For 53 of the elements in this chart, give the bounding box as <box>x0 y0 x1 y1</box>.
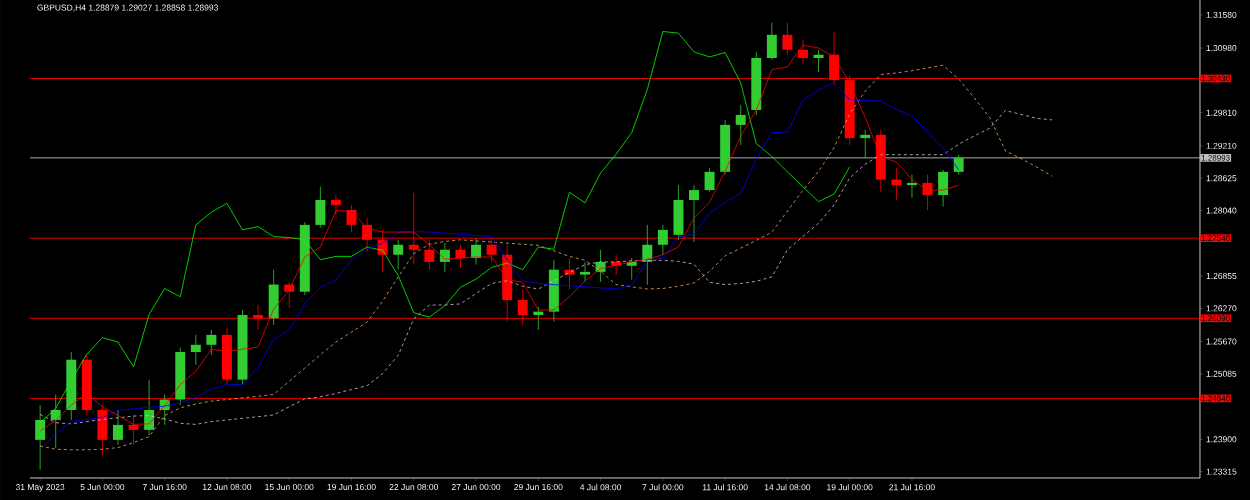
x-tick-label: 7 Jun 16:00 <box>142 484 187 491</box>
candlestick <box>906 174 917 199</box>
chart-title: GBPUSD,H4 1.28879 1.29027 1.28858 1.28993 <box>37 4 218 12</box>
y-tick-label: 1.31580 <box>1206 11 1237 18</box>
candlestick <box>860 129 871 159</box>
y-tick-label: 1.25670 <box>1206 338 1237 345</box>
candlestick <box>891 167 902 201</box>
x-tick-label: 22 Jun 08:00 <box>389 484 438 491</box>
x-tick-label: 19 Jul 00:00 <box>827 484 873 491</box>
candlestick <box>735 104 746 146</box>
candlestick <box>689 184 699 243</box>
ref-line-label: 1.26090 <box>1201 315 1230 322</box>
x-tick-label: 4 Jul 08:00 <box>579 484 622 491</box>
y-tick-label: 1.29810 <box>1206 109 1237 116</box>
candlestick <box>393 239 404 271</box>
x-tick-label: 12 Jun 08:00 <box>203 484 252 491</box>
y-tick-label: 1.26270 <box>1206 305 1237 312</box>
x-tick-label: 19 Jun 16:00 <box>327 484 376 491</box>
x-tick-label: 5 Jun 00:00 <box>80 484 125 491</box>
y-tick-label: 1.29210 <box>1206 142 1237 149</box>
y-tick-label: 1.28040 <box>1206 207 1237 214</box>
y-tick-label: 1.25085 <box>1206 370 1237 377</box>
ref-line-label: 1.28993 <box>1201 155 1230 161</box>
y-tick-label: 1.28625 <box>1206 175 1237 182</box>
x-tick-label: 29 Jun 16:00 <box>514 484 563 491</box>
candlestick <box>206 329 217 356</box>
x-tick-label: 15 Jun 00:00 <box>265 484 314 491</box>
candlestick <box>782 22 793 56</box>
candlestick <box>626 257 637 280</box>
candlestick <box>580 261 591 283</box>
x-tick-label: 11 Jul 16:00 <box>702 484 748 491</box>
y-tick-label: 1.26855 <box>1206 273 1237 280</box>
y-tick-label: 1.23900 <box>1206 436 1237 443</box>
x-tick-label: 7 Jul 00:00 <box>642 484 684 491</box>
x-tick-label: 14 Jul 08:00 <box>764 484 811 491</box>
ref-line-label: 1.24640 <box>1201 395 1230 402</box>
x-tick-label: 31 May 2023 <box>15 484 65 492</box>
candlestick <box>938 169 949 208</box>
ref-line-label: 1.27540 <box>1201 235 1230 241</box>
x-tick-label: 21 Jul 16:00 <box>889 484 935 491</box>
candlestick <box>766 22 777 61</box>
candlestick <box>704 167 715 193</box>
candlestick <box>112 409 123 446</box>
y-tick-label: 1.30980 <box>1206 45 1237 52</box>
candlestick <box>330 194 341 216</box>
candlestick <box>533 306 544 331</box>
candlestick <box>657 224 668 256</box>
y-tick-label: 1.23315 <box>1206 468 1237 475</box>
candlestick <box>813 49 824 73</box>
ref-line-label: 1.30430 <box>1201 75 1230 82</box>
x-tick-label: 27 Jun 00:00 <box>451 484 501 491</box>
candlestick <box>35 404 46 471</box>
candlestick <box>190 334 201 366</box>
